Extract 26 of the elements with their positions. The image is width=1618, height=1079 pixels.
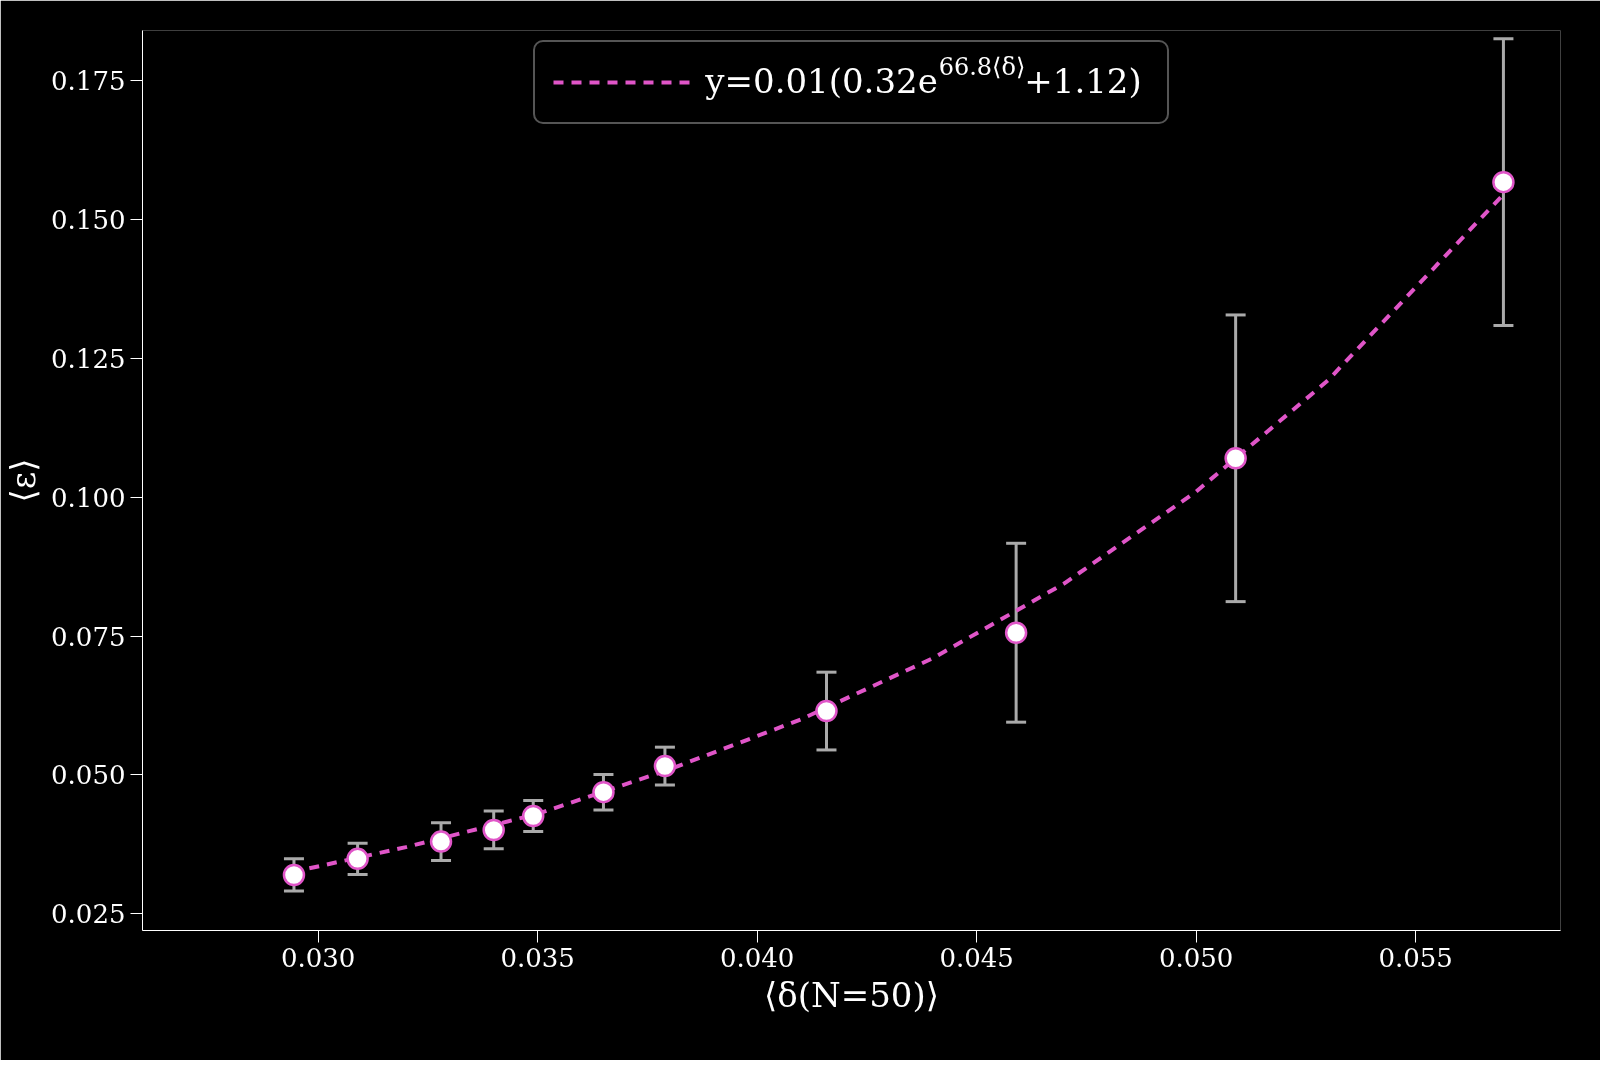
y-tick-label: 0.050 — [51, 760, 126, 791]
point — [653, 754, 677, 778]
x-tick-label: 0.035 — [500, 942, 575, 973]
point — [592, 780, 615, 804]
point — [482, 818, 505, 842]
y-tick-label: 0.175 — [51, 66, 126, 96]
x-axis-title: ⟨δ(N=50)⟩ — [763, 974, 940, 1015]
y-axis-title: ⟨ε⟩ — [3, 458, 44, 503]
point — [521, 804, 545, 828]
point — [346, 847, 369, 871]
x-tick-label: 0.045 — [939, 942, 1014, 973]
x-tick-label: 0.030 — [280, 942, 356, 973]
point — [815, 699, 838, 723]
point — [282, 863, 306, 887]
point — [1004, 621, 1028, 644]
point — [1224, 447, 1247, 470]
y-tick-label: 0.075 — [51, 621, 126, 652]
y-tick-label: 0.100 — [51, 482, 126, 513]
x-tick-label: 0.040 — [719, 942, 795, 973]
y-tick-label: 0.125 — [51, 343, 126, 374]
point — [1492, 170, 1515, 194]
x-tick-label: 0.050 — [1158, 942, 1234, 973]
y-tick-label: 0.025 — [51, 899, 126, 930]
y-tick-label: 0.150 — [51, 204, 126, 235]
point — [429, 830, 453, 853]
x-tick-label: 0.055 — [1378, 942, 1453, 973]
